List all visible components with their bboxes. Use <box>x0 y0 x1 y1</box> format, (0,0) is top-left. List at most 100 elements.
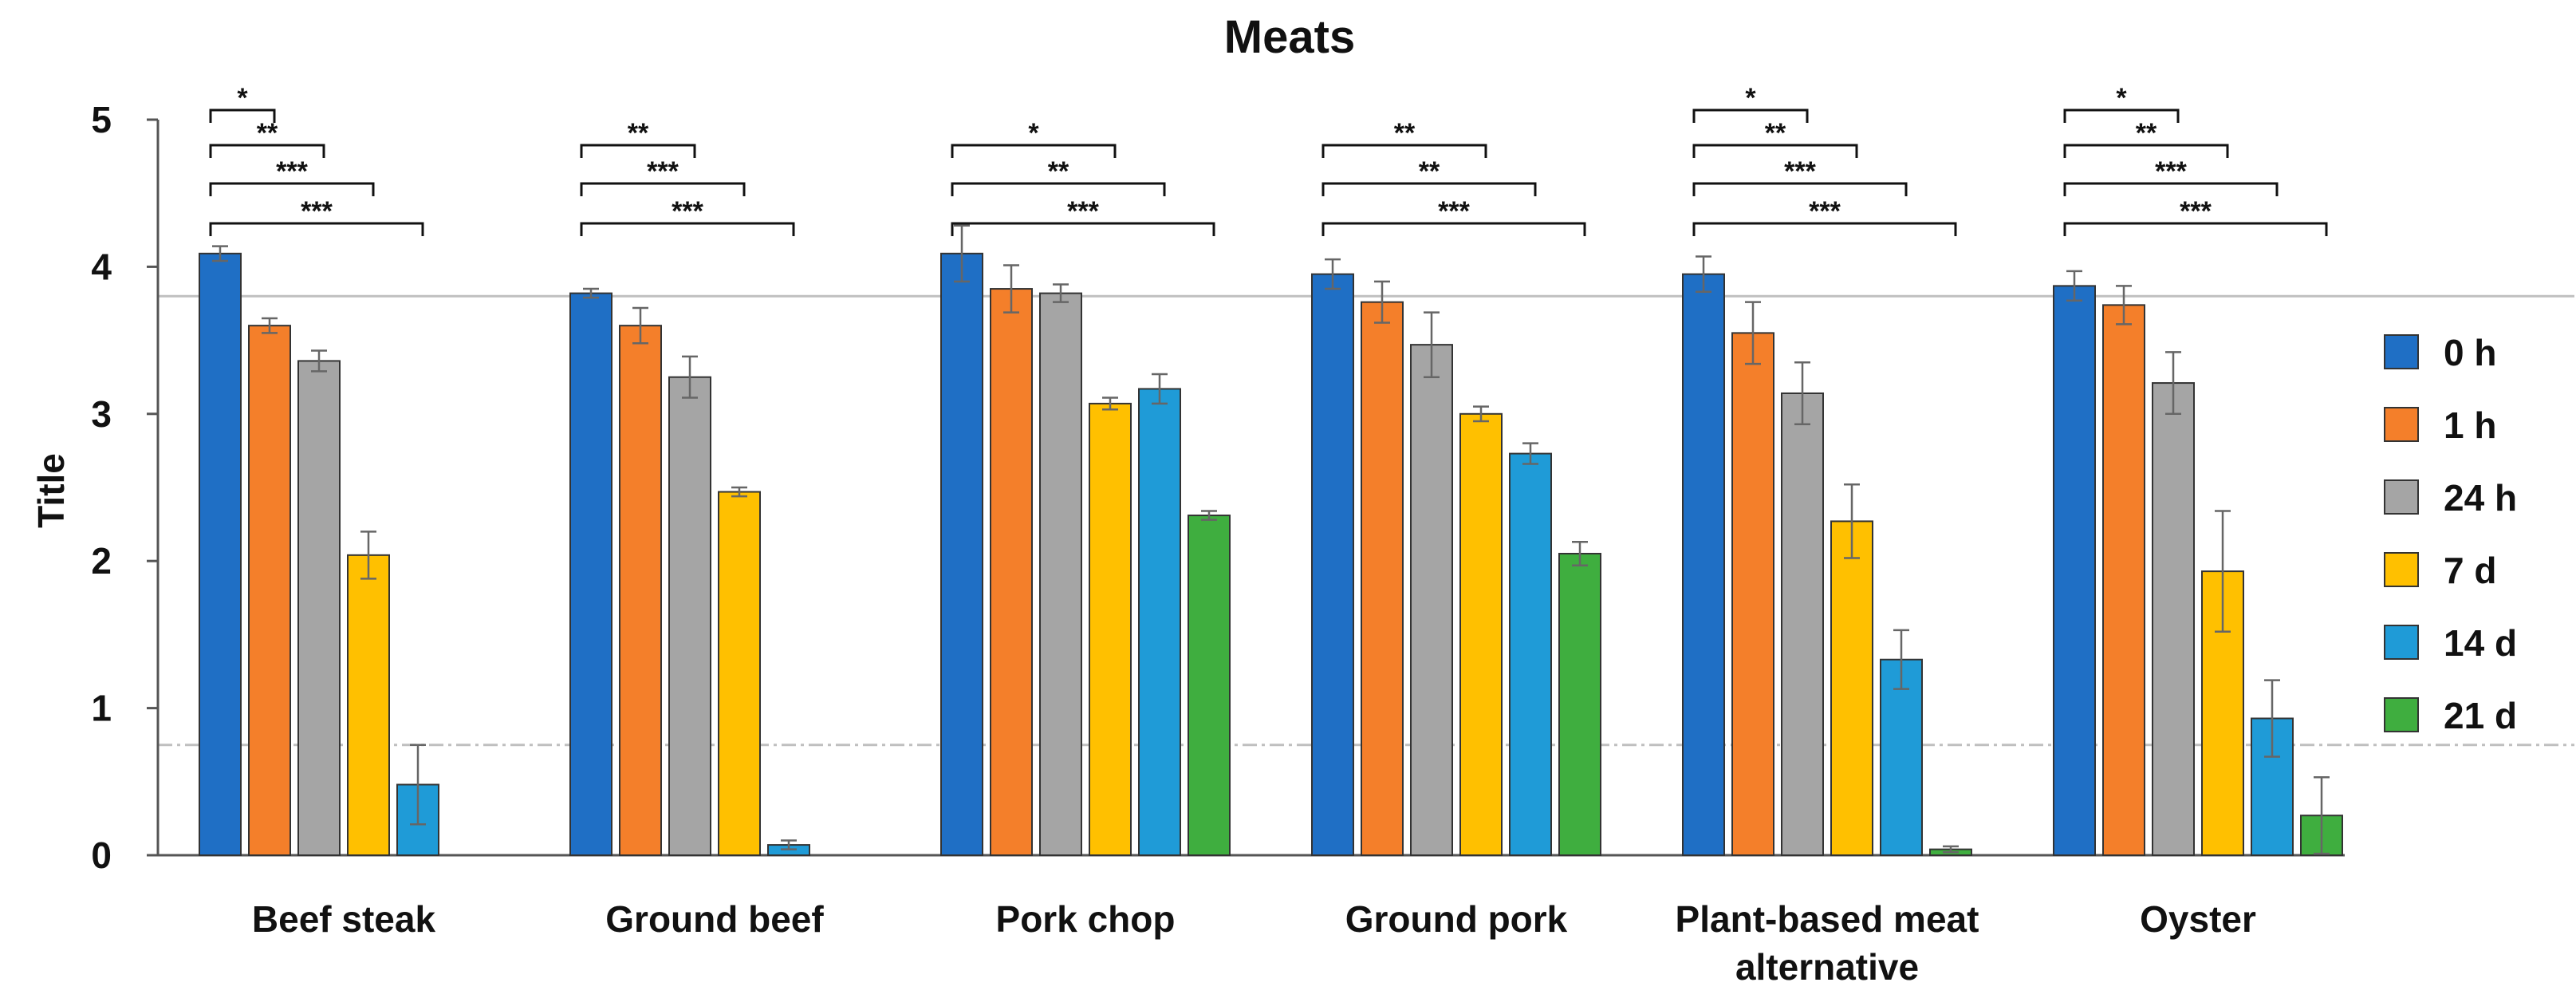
significance-label: *** <box>2180 196 2212 227</box>
significance-bracket <box>209 144 325 158</box>
legend-swatch <box>2384 479 2419 515</box>
significance-label: *** <box>1809 196 1841 227</box>
category-label: Oyster <box>2140 898 2256 940</box>
y-tick-label: 0 <box>91 834 112 876</box>
bar <box>1558 552 1601 856</box>
significance-label: *** <box>1438 196 1470 227</box>
significance-label: *** <box>647 156 679 187</box>
significance-label: ** <box>1419 156 1440 187</box>
category-label: Plant-based meat <box>1676 898 1979 940</box>
error-bars <box>212 224 2330 855</box>
legend-label: 21 d <box>2444 695 2517 736</box>
bar <box>1781 392 1824 856</box>
bar <box>990 288 1033 856</box>
significance-label: ** <box>628 118 649 148</box>
significance-label: ** <box>257 118 278 148</box>
significance-bracket <box>1692 144 1858 158</box>
significance-bracket <box>2063 108 2180 123</box>
chart-title: Meats <box>1224 11 1355 63</box>
significance-bracket <box>951 144 1117 158</box>
significance-bracket <box>1692 108 1809 123</box>
bar <box>2053 285 2096 856</box>
legend-swatch <box>2384 407 2419 442</box>
significance-bracket <box>580 182 746 196</box>
significance-label: * <box>237 83 248 113</box>
significance-label: ** <box>1394 118 1416 148</box>
significance-label: *** <box>2155 156 2187 187</box>
bar <box>2152 382 2195 856</box>
significance-label: *** <box>301 196 333 227</box>
significance-bracket <box>2063 182 2279 196</box>
bar <box>1459 412 1503 856</box>
significance-bracket <box>1321 182 1537 196</box>
significance-label: *** <box>1067 196 1099 227</box>
y-tick-label: 2 <box>91 540 112 582</box>
legend-swatch <box>2384 697 2419 732</box>
significance-label: ** <box>2136 118 2157 148</box>
bar <box>1361 301 1404 856</box>
legend-label: 0 h <box>2444 332 2496 373</box>
significance-bracket <box>951 222 1215 236</box>
legend-label: 1 h <box>2444 404 2496 446</box>
bar <box>1410 344 1453 856</box>
bar <box>1880 658 1923 856</box>
bar <box>199 252 242 856</box>
significance-bracket <box>951 182 1166 196</box>
legend-swatch <box>2384 552 2419 587</box>
category-label: Beef steak <box>252 898 436 940</box>
significance-label: * <box>1745 83 1756 113</box>
category-label: alternative <box>1735 946 1919 988</box>
bar <box>347 554 390 856</box>
bar <box>619 325 662 857</box>
category-labels: Beef steak Ground beef Pork chop Ground por… <box>252 898 2256 988</box>
bar <box>1039 292 1082 857</box>
legend-label: 24 h <box>2444 477 2517 519</box>
bar <box>297 360 341 856</box>
bar <box>1311 273 1354 856</box>
significance-bracket <box>580 144 696 158</box>
significance-label: *** <box>1784 156 1816 187</box>
significance-bracket <box>2063 144 2229 158</box>
bar <box>1138 388 1181 856</box>
significance-label: *** <box>276 156 308 187</box>
significance-label: * <box>2116 83 2127 113</box>
significance-bracket <box>1692 222 1957 236</box>
bar <box>718 491 761 856</box>
y-axis-label: Title <box>30 453 72 528</box>
significance-label: ** <box>1048 156 1069 187</box>
legend: 0 h 1 h 24 h 7 d 14 d 21 d <box>2384 332 2517 736</box>
bar <box>1089 402 1132 856</box>
legend-label: 7 d <box>2444 550 2496 591</box>
significance-label: *** <box>672 196 703 227</box>
significance-label: * <box>1028 118 1039 148</box>
category-label: Pork chop <box>996 898 1176 940</box>
bar <box>940 252 983 856</box>
significance-bracket <box>1692 182 1908 196</box>
bar <box>2102 304 2145 856</box>
bar <box>1830 520 1873 856</box>
y-tick-label: 4 <box>91 246 112 287</box>
category-label: Ground beef <box>605 898 824 940</box>
significance-bracket <box>209 182 375 196</box>
significance-bracket <box>580 222 795 236</box>
significance-bracket <box>209 222 424 236</box>
axes: 0 1 2 3 4 5 <box>91 99 2345 876</box>
bar <box>668 376 711 856</box>
significance-bracket <box>2063 222 2328 236</box>
significance-bracket <box>209 108 276 123</box>
significance-label: ** <box>1765 118 1786 148</box>
significance-brackets: ****************************************… <box>209 83 2328 236</box>
legend-swatch <box>2384 334 2419 369</box>
y-tick-label: 5 <box>91 99 112 140</box>
bar <box>248 325 291 857</box>
bar <box>569 292 612 857</box>
y-tick-label: 1 <box>91 688 112 729</box>
bar <box>1509 452 1552 856</box>
category-label: Ground pork <box>1345 898 1568 940</box>
significance-bracket <box>1321 144 1487 158</box>
bar <box>1682 273 1725 856</box>
bar <box>1731 332 1774 856</box>
bar <box>1188 515 1231 856</box>
